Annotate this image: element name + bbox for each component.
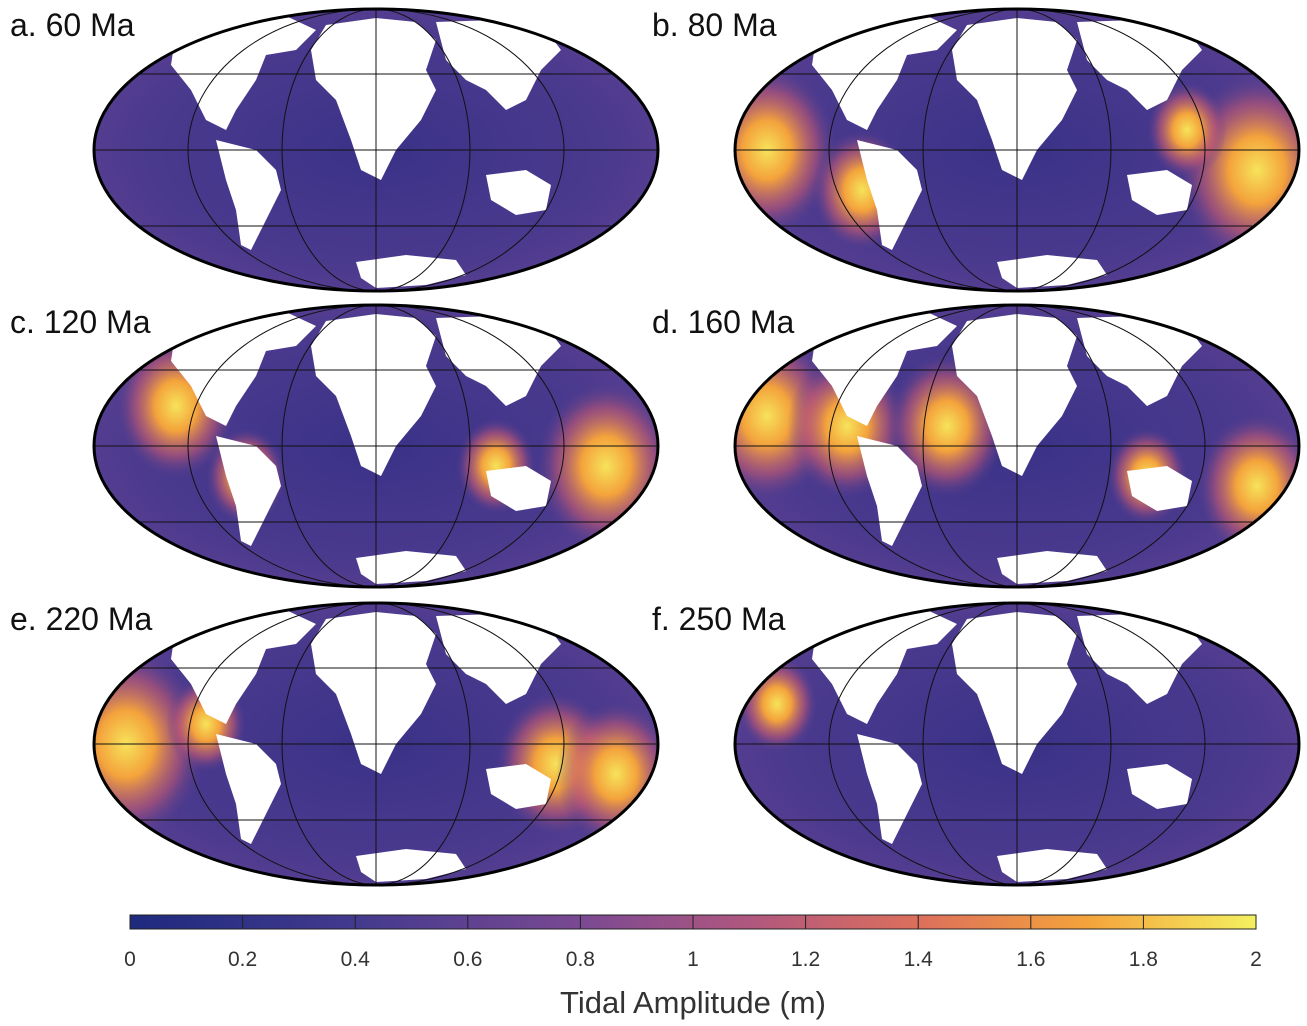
map-body [735, 9, 1299, 291]
landmass [952, 612, 1077, 774]
landmass [997, 255, 1107, 288]
colorbar-tick-label: 0.4 [341, 948, 371, 971]
landmass [952, 314, 1077, 476]
map-body [94, 603, 658, 885]
colorbar-tick-label: 0 [124, 948, 136, 971]
landmass [356, 551, 466, 584]
landmass [486, 466, 551, 511]
landmass [952, 18, 1077, 180]
map-panel [92, 7, 660, 293]
map-panel [733, 303, 1301, 589]
landmass [812, 16, 957, 130]
landmass [171, 312, 316, 426]
map-border [733, 601, 1301, 887]
map-panel [733, 601, 1301, 887]
colorbar-tick-label: 0.8 [566, 948, 595, 971]
colorbar-tick-label: 2 [1250, 948, 1262, 971]
landmass [436, 20, 561, 110]
colorbar-tick-label: 1.6 [1016, 948, 1045, 971]
landmass [1127, 170, 1192, 215]
colorbar-tick-label: 1.2 [791, 948, 820, 971]
map-panel [733, 7, 1301, 293]
landmass [1077, 316, 1202, 406]
landmass [216, 140, 281, 250]
landmass [812, 610, 957, 724]
map-border [92, 303, 660, 589]
landmass [812, 312, 957, 426]
colorbar-tick-label: 1.8 [1129, 948, 1158, 971]
map-border [92, 7, 660, 293]
panels: a. 60 Ma b. 80 Ma c. 120 Ma d. 160 Ma e. 220… [10, 7, 1301, 887]
landmass [311, 612, 436, 774]
colorbar-tick-label: 0.6 [453, 948, 482, 971]
colorbar-tick-label: 1.4 [904, 948, 934, 971]
map-body [94, 9, 658, 291]
colorbar-tick-label: 1 [687, 948, 699, 971]
landmass [1127, 764, 1192, 809]
landmass [1077, 20, 1202, 110]
map-panel [92, 601, 660, 887]
panel-label: e. 220 Ma [10, 601, 153, 637]
map-border [92, 601, 660, 887]
panel-label: d. 160 Ma [652, 304, 795, 340]
tidal-hotspot [556, 702, 658, 846]
landmass [436, 316, 561, 406]
landmass [1077, 614, 1202, 704]
landmass [436, 614, 561, 704]
landmass [857, 140, 922, 250]
landmass [997, 551, 1107, 584]
landmass [486, 170, 551, 215]
panel-label: a. 60 Ma [10, 7, 135, 43]
panel-label: b. 80 Ma [652, 7, 777, 43]
map-body [735, 305, 1299, 587]
landmass [216, 436, 281, 546]
landmass [356, 849, 466, 882]
colorbar-label: Tidal Amplitude (m) [560, 985, 826, 1020]
map-panel [92, 303, 660, 589]
map-body [94, 305, 658, 587]
map-body [735, 603, 1299, 885]
map-border [733, 7, 1301, 293]
landmass [171, 16, 316, 130]
colorbar: 0 0.2 0.4 0.6 0.8 1 1.2 1.4 1.6 1.8 2 Tidal Amplitu… [124, 914, 1262, 1020]
landmass [857, 436, 922, 546]
map-border [733, 303, 1301, 589]
landmass [486, 764, 551, 809]
landmass [171, 610, 316, 724]
landmass [857, 734, 922, 844]
panel-label: c. 120 Ma [10, 304, 151, 340]
landmass [311, 18, 436, 180]
landmass [356, 255, 466, 288]
landmass [311, 314, 436, 476]
tidal-hotspot [1147, 82, 1227, 178]
panel-label: f. 250 Ma [652, 601, 786, 637]
landmass [216, 734, 281, 844]
landmass [997, 849, 1107, 882]
colorbar-tick-label: 0.2 [228, 948, 257, 971]
landmass [1127, 466, 1192, 511]
